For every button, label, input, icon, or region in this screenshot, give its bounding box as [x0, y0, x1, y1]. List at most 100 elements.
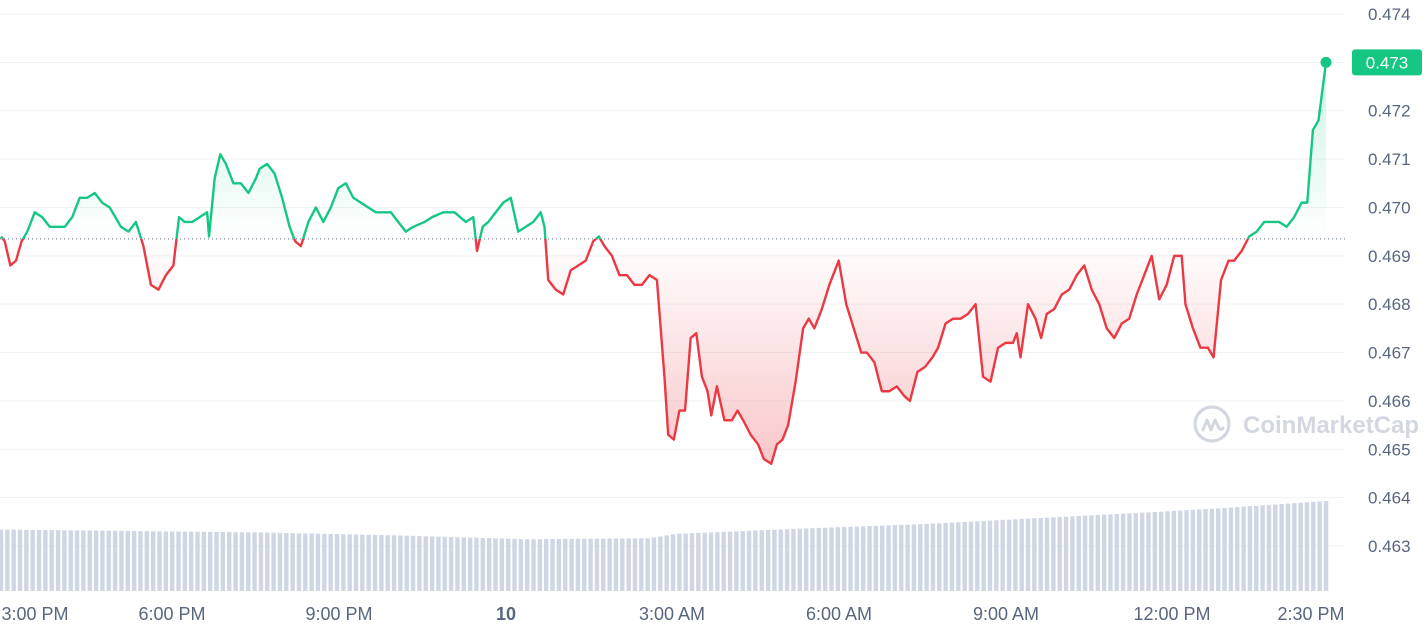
volume-bar [119, 530, 124, 591]
volume-bar [829, 527, 834, 591]
volume-bar [43, 530, 48, 591]
volume-bar [1082, 515, 1088, 591]
volume-bar [1216, 508, 1221, 591]
volume-bar [353, 534, 359, 591]
volume-bar [791, 528, 796, 591]
volume-bar [708, 532, 714, 591]
volume-bar [360, 534, 365, 591]
coinmarketcap-wordmark: CoinMarketCap [1243, 412, 1419, 439]
volume-bar [309, 533, 314, 591]
volume-bar [943, 522, 948, 591]
volume-bar [848, 526, 853, 591]
volume-bar [1133, 513, 1139, 591]
volume-bar [632, 538, 638, 591]
volume-bar [1171, 510, 1177, 591]
volume-bar [956, 522, 961, 591]
volume-bar [55, 530, 61, 591]
volume-bar [423, 536, 428, 591]
volume-bar [1038, 517, 1043, 591]
volume-bar [214, 531, 219, 591]
volume-bar [163, 531, 169, 591]
volume-bar [1203, 509, 1208, 591]
volume-bar [429, 536, 435, 591]
volume-bar [74, 530, 80, 591]
volume-bar [1285, 503, 1291, 591]
volume-bar [100, 530, 105, 591]
volume-bar [233, 532, 238, 591]
volume-bar [759, 530, 764, 591]
volume-bar [1311, 501, 1316, 591]
volume-bar [68, 530, 73, 591]
volume-bar [334, 534, 340, 591]
volume-bar [899, 524, 904, 591]
volume-bar [607, 538, 612, 591]
volume-bar [1254, 505, 1259, 591]
y-tick-label: 0.469 [1368, 247, 1411, 266]
last-price-badge [1352, 49, 1422, 76]
volume-bar [62, 530, 67, 591]
volume-bar [493, 538, 498, 591]
price-areas [1, 62, 1326, 464]
volume-bar [328, 533, 333, 591]
volume-bar [594, 538, 600, 591]
volume-bar [1006, 519, 1012, 591]
volume-bar [93, 530, 99, 591]
volume-bar [1044, 517, 1050, 591]
volume-bar [1158, 511, 1164, 591]
y-tick-label: 0.474 [1368, 5, 1411, 24]
volume-bar [49, 530, 54, 591]
volume-bar [867, 526, 872, 591]
volume-bar [994, 520, 999, 591]
volume-bar [24, 529, 29, 591]
volume-bar [284, 532, 289, 591]
volume-bar [474, 537, 479, 591]
price-lines [0, 62, 1328, 465]
volume-bar [1152, 512, 1158, 591]
x-tick-label: 2:30 PM [1277, 604, 1344, 624]
volume-bar [861, 526, 866, 591]
volume-bar [518, 539, 524, 591]
y-tick-label: 0.467 [1368, 344, 1411, 363]
volume-bar [106, 530, 111, 591]
volume-bar [1057, 516, 1062, 591]
volume-bar [505, 538, 511, 591]
volume-bar [455, 537, 460, 591]
volume-bar [246, 532, 251, 591]
volume-bar [582, 538, 587, 591]
volume-bar [36, 529, 42, 591]
volume-bar [315, 533, 321, 591]
volume-bar [1209, 508, 1215, 591]
y-tick-label: 0.468 [1368, 295, 1411, 314]
volume-bar [886, 525, 891, 591]
volume-bar [467, 537, 473, 591]
volume-bar [1120, 513, 1126, 591]
volume-bar [835, 527, 841, 591]
last-price-dot [1320, 56, 1332, 68]
volume-bar [398, 535, 403, 591]
volume-bar [11, 529, 16, 591]
volume-bar [524, 539, 530, 591]
volume-bar [385, 535, 390, 591]
y-tick-label: 0.472 [1368, 102, 1411, 121]
volume-bar [613, 538, 619, 591]
volume-bar [195, 531, 200, 591]
volume-bar [968, 521, 974, 591]
volume-bar [182, 531, 188, 591]
volume-bars [0, 501, 1329, 591]
coinmarketcap-logo-mark [1201, 418, 1225, 432]
volume-bar [1165, 511, 1170, 591]
volume-bar [645, 538, 650, 591]
volume-bar [1273, 504, 1278, 591]
volume-bar [531, 539, 536, 591]
y-axis-ticks: 0.474 0.473 0.472 0.471 0.470 0.469 0.468 0.467… [1368, 5, 1411, 556]
volume-bar [975, 521, 980, 591]
volume-bar [379, 535, 384, 591]
volume-bar [803, 528, 809, 591]
volume-bar [1235, 507, 1240, 591]
volume-bar [810, 528, 815, 591]
volume-bar [664, 535, 669, 591]
volume-bar [740, 531, 745, 591]
volume-bar [1279, 504, 1284, 591]
volume-bar [372, 534, 378, 591]
